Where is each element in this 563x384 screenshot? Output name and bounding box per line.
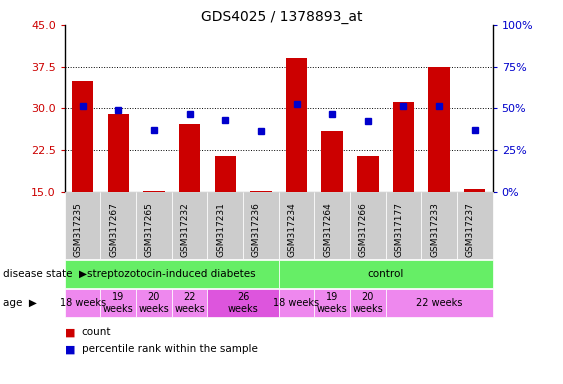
Text: control: control [368,269,404,279]
Text: ■: ■ [65,327,75,337]
Text: GSM317267: GSM317267 [109,202,118,257]
Bar [464,189,485,192]
Bar [428,67,450,192]
Bar [250,191,271,192]
Text: ■: ■ [65,344,75,354]
Bar [215,156,236,192]
Text: 20
weeks: 20 weeks [138,292,169,314]
Text: GSM317265: GSM317265 [145,202,154,257]
Text: GSM317231: GSM317231 [216,202,225,257]
Text: GSM317233: GSM317233 [430,202,439,257]
Bar [286,58,307,192]
Text: GSM317232: GSM317232 [181,202,190,257]
Bar [143,191,164,192]
Text: 18 weeks: 18 weeks [60,298,106,308]
Bar [321,131,343,192]
Text: 18 weeks: 18 weeks [274,298,320,308]
Text: disease state  ▶: disease state ▶ [3,269,87,279]
Text: GSM317264: GSM317264 [323,202,332,257]
Text: percentile rank within the sample: percentile rank within the sample [82,344,257,354]
Bar [108,114,129,192]
Text: GSM317237: GSM317237 [466,202,475,257]
Text: GSM317236: GSM317236 [252,202,261,257]
Text: 19
weeks: 19 weeks [103,292,133,314]
Text: 19
weeks: 19 weeks [317,292,347,314]
Bar [72,81,93,192]
Text: count: count [82,327,111,337]
Text: GSM317234: GSM317234 [288,202,297,257]
Bar [357,156,378,192]
Text: 20
weeks: 20 weeks [352,292,383,314]
Text: 22
weeks: 22 weeks [174,292,205,314]
Text: 22 weeks: 22 weeks [416,298,462,308]
Bar [393,102,414,192]
Text: GDS4025 / 1378893_at: GDS4025 / 1378893_at [201,10,362,23]
Text: age  ▶: age ▶ [3,298,37,308]
Text: GSM317177: GSM317177 [395,202,404,257]
Bar [179,124,200,192]
Text: 26
weeks: 26 weeks [227,292,258,314]
Text: GSM317266: GSM317266 [359,202,368,257]
Text: streptozotocin-induced diabetes: streptozotocin-induced diabetes [87,269,256,279]
Text: GSM317235: GSM317235 [74,202,83,257]
